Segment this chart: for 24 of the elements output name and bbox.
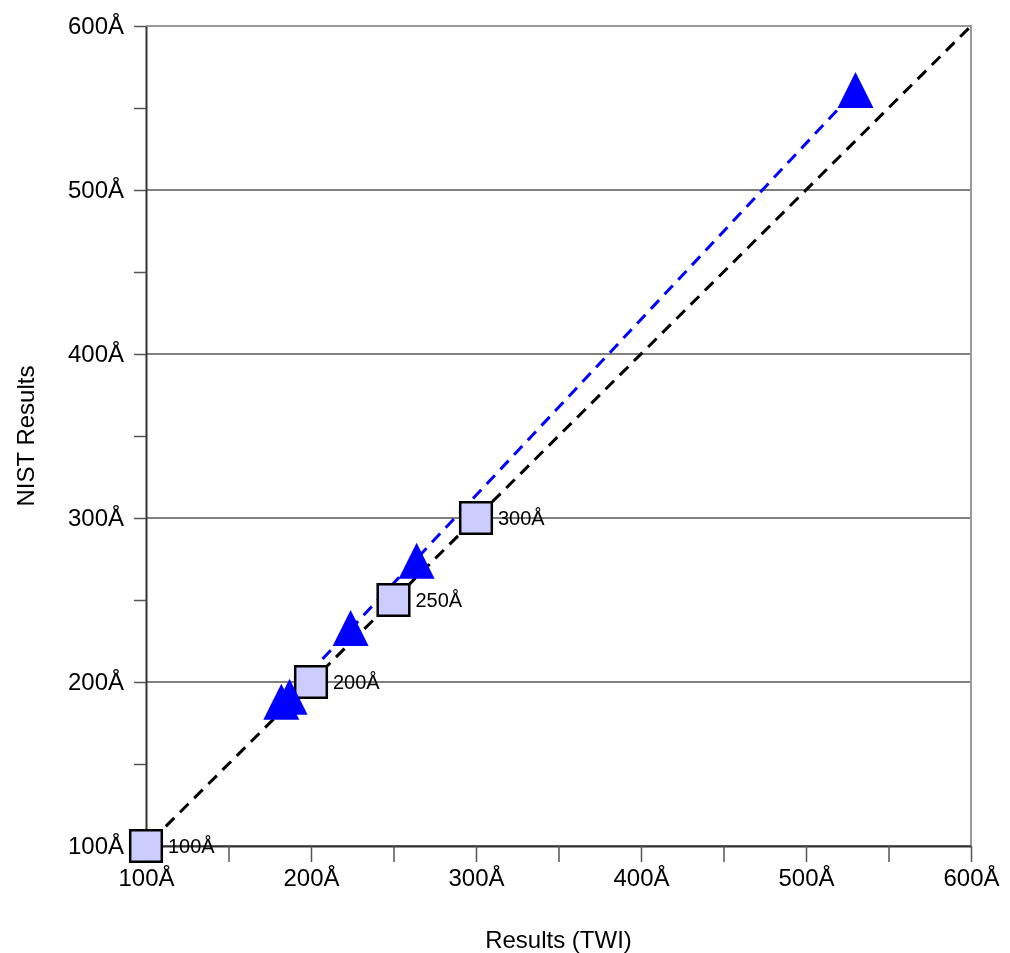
y-tick-label: 400Å	[67, 340, 124, 368]
x-tick-label: 300Å	[448, 863, 505, 891]
y-tick-label: 300Å	[67, 504, 124, 532]
data-label: 200Å	[333, 671, 381, 693]
y-axis-title: NIST Results	[12, 365, 39, 507]
x-tick-label: 600Å	[943, 863, 1000, 891]
x-tick-label: 200Å	[283, 863, 340, 891]
y-tick-label: 100Å	[67, 832, 124, 860]
data-label: 300Å	[498, 507, 546, 529]
point	[837, 71, 874, 108]
x-tick-label: 100Å	[118, 863, 175, 891]
point	[128, 828, 164, 864]
data-label: 250Å	[415, 589, 463, 611]
y-tick-label: 500Å	[67, 176, 124, 204]
point	[376, 582, 411, 618]
point	[398, 542, 435, 579]
x-tick-label: 400Å	[613, 863, 670, 891]
y-tick-label: 200Å	[67, 668, 124, 696]
y-tick-label: 600Å	[67, 12, 124, 40]
point	[293, 664, 329, 700]
x-axis-title: Results (TWI)	[485, 926, 632, 953]
point	[332, 609, 369, 646]
point	[458, 500, 494, 536]
x-tick-label: 500Å	[778, 863, 835, 891]
